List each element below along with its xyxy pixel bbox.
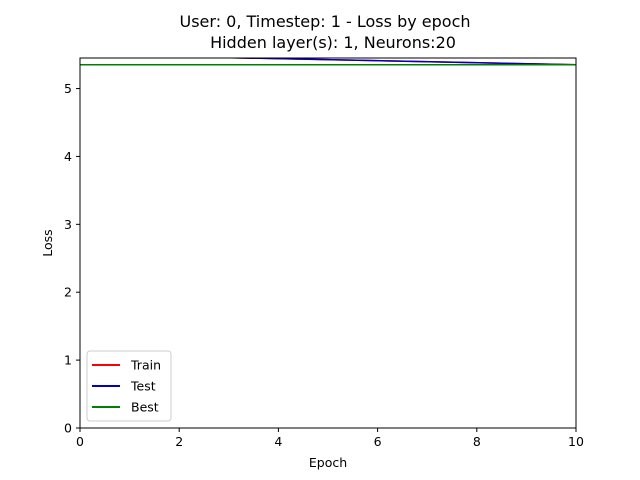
y-tick-label: 1 xyxy=(64,353,72,368)
y-tick-label: 3 xyxy=(64,217,72,232)
y-axis-label: Loss xyxy=(40,229,55,256)
series-layer xyxy=(80,58,576,66)
legend-label-best: Best xyxy=(131,400,159,415)
plot-frame xyxy=(79,57,577,429)
series-line-test xyxy=(208,58,576,66)
x-axis-label: Epoch xyxy=(309,455,347,470)
legend-label-test: Test xyxy=(130,379,156,394)
legend: Train Test Best xyxy=(86,350,172,422)
legend-label-train: Train xyxy=(130,358,161,373)
y-tick-label: 0 xyxy=(64,421,72,436)
y-tick-label: 4 xyxy=(64,149,72,164)
chart-title-line-1: User: 0, Timestep: 1 - Loss by epoch xyxy=(180,12,471,31)
y-tick-label: 5 xyxy=(64,81,72,96)
x-tick-label: 10 xyxy=(568,434,584,449)
y-tick-label: 2 xyxy=(64,285,72,300)
x-tick-label: 8 xyxy=(473,434,481,449)
chart-title-line-2: Hidden layer(s): 1, Neurons:20 xyxy=(210,33,456,52)
legend-box xyxy=(86,350,172,422)
x-tick-label: 6 xyxy=(374,434,382,449)
x-tick-label: 0 xyxy=(76,434,84,449)
x-tick-label: 2 xyxy=(175,434,183,449)
ticks-layer: 0 2 4 6 8 10 0 1 2 3 4 5 xyxy=(64,81,584,449)
x-tick-label: 4 xyxy=(274,434,282,449)
